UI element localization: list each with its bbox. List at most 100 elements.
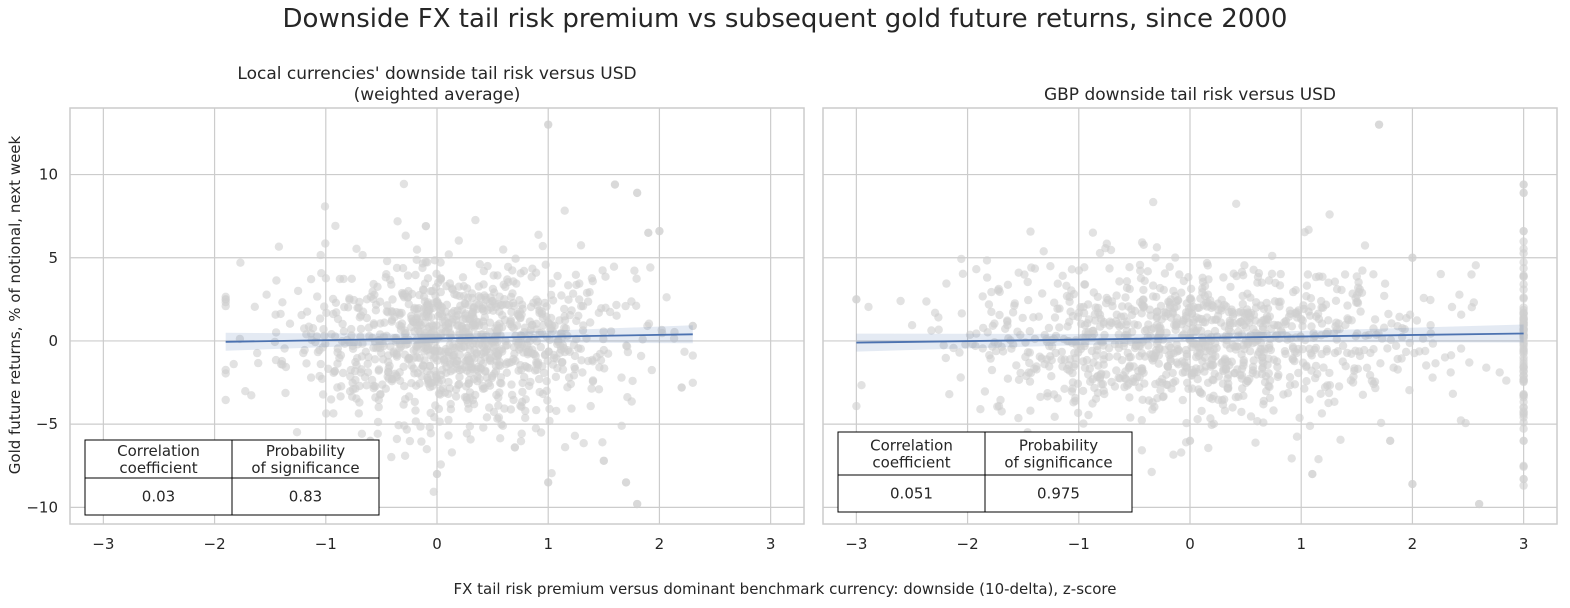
scatter-point <box>1016 330 1025 340</box>
scatter-point <box>437 303 447 312</box>
scatter-point <box>1412 316 1422 325</box>
scatter-point <box>373 429 382 438</box>
scatter-point <box>1323 381 1332 390</box>
scatter-point <box>1080 363 1090 372</box>
scatter-point <box>1222 365 1231 374</box>
scatter-point <box>1069 362 1079 371</box>
scatter-point <box>1317 409 1327 418</box>
scatter-point <box>1302 281 1312 290</box>
scatter-point <box>582 288 592 298</box>
scatter-point <box>494 393 503 402</box>
scatter-point <box>1067 265 1077 274</box>
scatter-point <box>1158 392 1168 402</box>
scatter-point <box>478 341 487 350</box>
scatter-point <box>241 387 250 396</box>
scatter-point <box>1519 324 1528 333</box>
scatter-point <box>347 324 356 334</box>
scatter-point <box>612 311 621 320</box>
regression-line <box>225 333 693 343</box>
scatter-point <box>1180 361 1190 370</box>
scatter-point <box>632 499 642 509</box>
scatter-point <box>437 310 446 319</box>
scatter-point <box>371 300 381 309</box>
scatter-point <box>1307 322 1316 331</box>
scatter-point <box>262 290 271 299</box>
scatter-point <box>993 286 1003 295</box>
scatter-point <box>864 302 873 312</box>
scatter-point <box>1073 408 1083 418</box>
scatter-point <box>1482 363 1491 372</box>
scatter-point <box>468 308 477 317</box>
scatter-point <box>1188 384 1197 393</box>
scatter-point <box>1331 296 1341 305</box>
scatter-point <box>321 239 330 248</box>
scatter-point <box>1172 320 1181 329</box>
scatter-point <box>1152 292 1161 302</box>
scatter-point <box>1098 379 1108 389</box>
scatter-point <box>1332 335 1342 344</box>
scatter-point <box>1340 270 1350 279</box>
scatter-point <box>1370 315 1380 324</box>
scatter-point <box>405 436 415 446</box>
scatter-point <box>1077 319 1086 328</box>
scatter-point <box>363 359 372 369</box>
scatter-point <box>1003 374 1013 383</box>
scatter-point <box>1358 390 1368 399</box>
scatter-point <box>422 445 431 454</box>
scatter-point <box>358 250 367 260</box>
scatter-point <box>1093 303 1103 313</box>
scatter-point <box>1008 308 1018 317</box>
scatter-point <box>1362 363 1372 372</box>
scatter-point <box>1058 362 1067 371</box>
scatter-point <box>1519 237 1528 246</box>
scatter-point <box>945 390 954 399</box>
scatter-point <box>575 279 584 288</box>
scatter-point <box>1304 225 1313 234</box>
scatter-point <box>1418 334 1428 343</box>
scatter-point <box>1016 368 1025 378</box>
scatter-point <box>1184 273 1193 282</box>
scatter-point <box>1519 188 1528 198</box>
scatter-point <box>466 435 475 444</box>
scatter-point <box>348 341 357 351</box>
scatter-point <box>1110 382 1120 391</box>
scatter-point <box>570 364 580 374</box>
scatter-point <box>476 356 486 365</box>
scatter-point <box>362 381 371 390</box>
scatter-point <box>1300 384 1309 393</box>
scatter-point <box>1271 278 1280 288</box>
scatter-point <box>1114 330 1124 339</box>
scatter-point <box>1371 383 1380 393</box>
scatter-point <box>509 277 518 286</box>
scatter-point <box>1115 277 1124 286</box>
scatter-point <box>1304 307 1313 316</box>
scatter-point <box>583 297 593 306</box>
scatter-point <box>1519 330 1528 339</box>
scatter-point <box>1447 302 1457 312</box>
scatter-point <box>506 316 516 325</box>
scatter-point <box>1193 303 1202 313</box>
scatter-point <box>638 335 647 344</box>
scatter-point <box>1083 300 1093 309</box>
scatter-point <box>934 325 943 334</box>
scatter-point <box>479 280 488 289</box>
scatter-point <box>1084 410 1093 420</box>
scatter-point <box>621 478 631 487</box>
scatter-point <box>415 379 424 388</box>
scatter-point <box>1171 291 1180 301</box>
scatter-point <box>423 274 433 283</box>
scatter-point <box>1012 361 1021 370</box>
scatter-point <box>339 327 349 336</box>
scatter-point <box>221 365 230 375</box>
scatter-point <box>1099 319 1108 328</box>
scatter-point <box>1047 342 1057 351</box>
scatter-point <box>972 265 981 274</box>
scatter-point <box>1397 354 1406 363</box>
scatter-point <box>1076 344 1086 354</box>
scatter-point <box>1184 307 1193 316</box>
scatter-point <box>1228 312 1238 321</box>
scatter-point <box>490 299 500 308</box>
scatter-point <box>489 407 499 417</box>
scatter-point <box>570 431 580 440</box>
scatter-point <box>1343 348 1352 358</box>
